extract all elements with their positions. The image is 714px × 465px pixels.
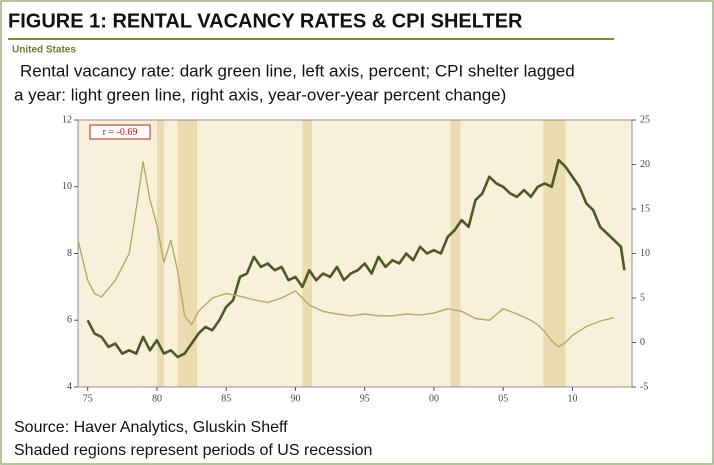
- y-tick-label: 6: [67, 315, 72, 326]
- source-note: Shaded regions represent periods of US r…: [14, 442, 372, 459]
- x-tick-label: 85: [221, 393, 231, 404]
- series-line: [77, 161, 615, 348]
- plot-area: [78, 120, 632, 387]
- y2-tick-label: 15: [640, 203, 650, 214]
- y2-tick-label: 10: [640, 248, 650, 259]
- x-tick-label: 05: [498, 393, 508, 404]
- y2-tick-label: 25: [640, 114, 650, 125]
- y2-tick-label: 5: [640, 292, 645, 303]
- x-tick-label: 95: [360, 393, 370, 404]
- recession-band: [302, 120, 313, 387]
- x-tick-label: 90: [290, 393, 300, 404]
- annotation: r = -0.69: [103, 127, 138, 138]
- y-tick-label: 4: [67, 381, 72, 392]
- recession-band: [450, 120, 461, 387]
- y2-tick-label: -5: [640, 381, 648, 392]
- x-tick-label: 80: [152, 393, 162, 404]
- recession-band: [543, 120, 566, 387]
- annotation-box: [89, 124, 151, 140]
- subtitle: a year: light green line, right axis, ye…: [14, 85, 506, 104]
- y-tick-label: 8: [67, 248, 72, 259]
- y-tick-label: 10: [62, 181, 72, 192]
- region-label: United States: [12, 45, 76, 56]
- recession-band: [156, 120, 164, 387]
- recession-band: [177, 120, 198, 387]
- y2-tick-label: 20: [640, 159, 650, 170]
- subtitle: Rental vacancy rate: dark green line, le…: [20, 61, 575, 80]
- y-tick-label: 12: [62, 114, 72, 125]
- chart-title: FIGURE 1: RENTAL VACANCY RATES & CPI SHE…: [8, 10, 523, 32]
- x-tick-label: 75: [83, 393, 93, 404]
- x-tick-label: 10: [567, 393, 577, 404]
- source: Source: Haver Analytics, Gluskin Sheff: [14, 419, 288, 436]
- series-line: [86, 158, 626, 359]
- x-tick-label: 00: [429, 393, 439, 404]
- y2-tick-label: 0: [640, 337, 645, 348]
